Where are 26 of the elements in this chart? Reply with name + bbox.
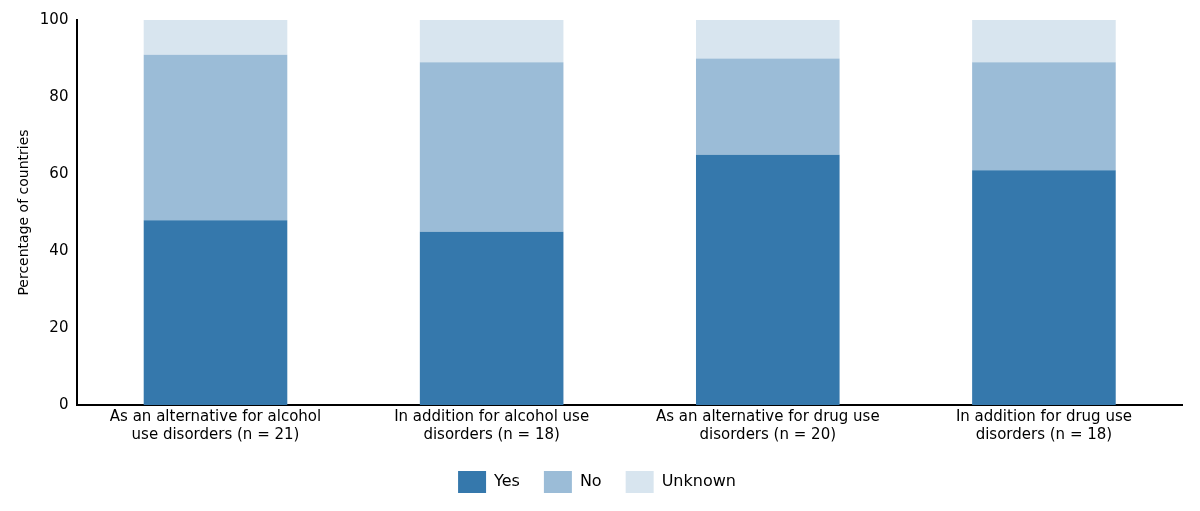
legend-label: No: [579, 471, 602, 491]
bar: [695, 20, 840, 59]
bar: [143, 220, 288, 405]
bar: [695, 154, 840, 405]
bar: [143, 20, 288, 55]
bar: [419, 62, 564, 232]
legend-label: Unknown: [661, 471, 736, 491]
x-tick-label: As an alternative for drug use disorders (n = 20): [655, 406, 880, 443]
y-tick-label: 40: [49, 240, 69, 259]
bar: [972, 62, 1116, 171]
bar: [972, 170, 1116, 405]
y-tick-label: 80: [49, 86, 69, 105]
bar: [972, 20, 1116, 63]
y-tick-label: 20: [49, 317, 69, 336]
y-axis-title: Percentage of countries: [15, 129, 32, 296]
bar: [419, 231, 564, 405]
x-tick-label: As an alternative for alcohol use disorders (n = 21): [109, 406, 322, 443]
bar: [143, 54, 288, 221]
legend-label: Yes: [493, 471, 520, 491]
y-tick-label: 100: [39, 9, 69, 28]
y-tick-label: 60: [49, 163, 69, 182]
y-tick-label: 0: [58, 394, 69, 413]
x-tick-label: In addition for drug use disorders (n = 18): [955, 406, 1132, 443]
x-tick-label: In addition for alcohol use disorders (n = 18): [394, 406, 590, 443]
bar: [419, 20, 564, 63]
bar: [695, 58, 840, 155]
